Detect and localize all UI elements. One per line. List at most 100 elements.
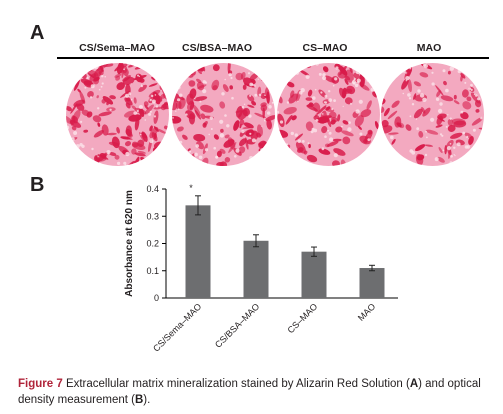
background-speck — [133, 111, 137, 115]
background-speck — [314, 88, 317, 91]
stain-spot — [331, 117, 338, 123]
caption-ref-b: B — [134, 394, 144, 406]
background-speck — [219, 133, 225, 138]
background-speck — [445, 88, 449, 93]
background-speck — [153, 115, 156, 118]
background-speck — [264, 94, 266, 96]
background-speck — [149, 98, 152, 102]
stain-spot — [335, 126, 343, 133]
background-speck — [90, 84, 95, 89]
background-speck — [409, 149, 413, 153]
stain-spot — [122, 76, 135, 85]
stain-spot — [435, 124, 443, 128]
background-speck — [328, 90, 331, 93]
stain-spot — [144, 104, 154, 115]
stain-spot — [344, 78, 349, 85]
caption-figure-label: Figure 7 — [18, 378, 63, 390]
background-speck — [453, 154, 455, 156]
group-label-mao: MAO — [416, 42, 442, 54]
caption-ref-a: A — [409, 378, 419, 390]
background-speck — [149, 139, 154, 144]
stain-spot — [317, 105, 327, 115]
stain-spot — [239, 123, 242, 129]
background-speck — [125, 151, 130, 157]
background-speck — [324, 101, 327, 104]
background-speck — [117, 161, 121, 165]
stain-spot — [122, 63, 128, 68]
background-speck — [257, 78, 259, 80]
stain-spot — [401, 77, 410, 90]
stain-spot — [344, 97, 353, 105]
stain-spot — [99, 152, 107, 158]
stain-spot — [424, 144, 434, 147]
background-speck — [230, 76, 233, 80]
stain-spot — [116, 63, 124, 75]
background-speck — [202, 89, 207, 94]
stain-spot — [154, 127, 168, 135]
stain-spot — [200, 113, 206, 120]
background-speck — [219, 119, 224, 124]
background-speck — [333, 153, 338, 158]
background-speck — [320, 91, 323, 94]
group-label-cs-mao: CS–MAO — [302, 42, 348, 54]
stain-spot — [211, 79, 220, 91]
bar — [185, 205, 211, 298]
stain-spot — [258, 142, 262, 147]
stain-spot — [249, 72, 259, 81]
background-speck — [434, 157, 439, 162]
group-label-cs-bsa-mao: CS/BSA–MAO — [181, 42, 252, 54]
background-speck — [106, 150, 111, 155]
stain-spot — [222, 84, 229, 92]
background-speck — [430, 117, 435, 122]
background-speck — [358, 99, 363, 104]
stain-spot — [141, 132, 148, 139]
stain-spot — [125, 102, 131, 109]
stain-spot — [363, 139, 368, 144]
background-speck — [263, 119, 266, 122]
background-speck — [177, 108, 180, 111]
background-speck — [179, 140, 183, 144]
stain-spot — [337, 114, 341, 122]
background-speck — [442, 69, 446, 73]
background-speck — [109, 108, 112, 111]
stain-spot — [321, 126, 328, 134]
stain-spot — [320, 115, 332, 120]
background-speck — [228, 73, 232, 77]
stain-spot — [93, 130, 105, 138]
background-speck — [450, 155, 453, 158]
background-speck — [431, 82, 435, 86]
stain-spot — [193, 96, 208, 102]
background-speck — [318, 72, 322, 76]
y-tick-label: 0.4 — [146, 184, 159, 194]
stain-spot — [460, 72, 466, 79]
stain-spot — [219, 101, 226, 109]
stain-spot — [213, 134, 219, 140]
stain-spot — [354, 115, 364, 127]
stain-spot — [123, 110, 137, 118]
stain-spot — [106, 102, 109, 106]
stain-spot — [447, 124, 456, 132]
background-speck — [353, 78, 356, 81]
stain-spot — [153, 106, 163, 110]
stain-spot — [266, 119, 272, 130]
stain-spot — [212, 64, 220, 72]
stain-spot — [308, 143, 311, 149]
stain-spot — [242, 107, 251, 117]
background-speck — [234, 155, 237, 158]
stain-spot — [318, 89, 327, 98]
background-speck — [405, 76, 410, 81]
background-speck — [453, 146, 456, 149]
background-speck — [402, 92, 405, 95]
background-speck — [294, 133, 298, 137]
stain-spot — [471, 117, 484, 126]
stain-spot — [73, 99, 85, 107]
background-speck — [468, 87, 472, 90]
stain-spot — [305, 121, 314, 131]
background-speck — [241, 130, 245, 134]
background-speck — [460, 110, 464, 114]
background-speck — [297, 100, 299, 103]
stain-spot — [87, 73, 95, 79]
background-speck — [195, 144, 199, 148]
stain-spot — [144, 104, 149, 110]
stain-spot — [278, 96, 283, 104]
